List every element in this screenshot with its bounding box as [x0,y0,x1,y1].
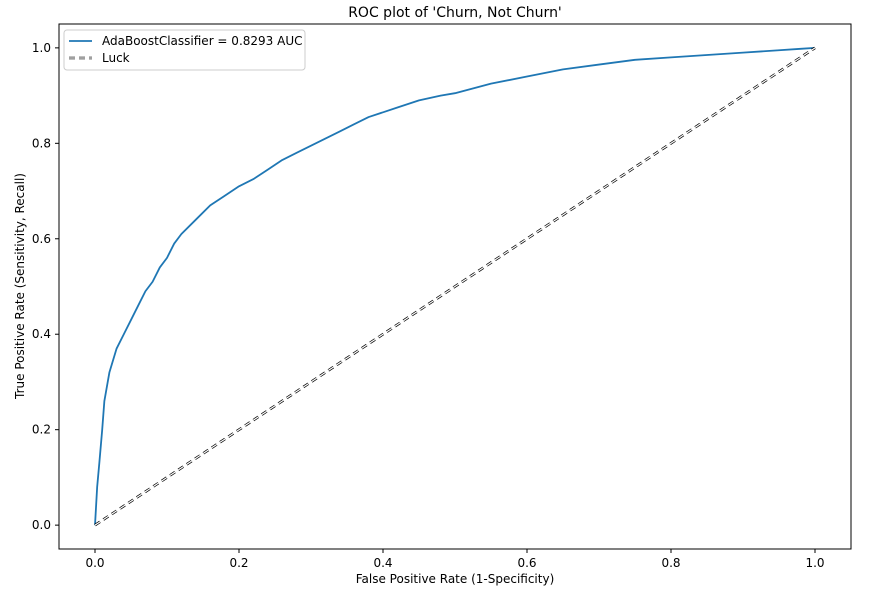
x-tick-label: 1.0 [805,556,824,570]
x-axis-label: False Positive Rate (1-Specificity) [356,572,555,586]
y-axis-label: True Positive Rate (Sensitivity, Recall) [13,173,27,400]
x-tick-label: 0.2 [229,556,248,570]
luck-line-inner [94,47,816,526]
legend-box [63,29,306,71]
plot-frame [58,23,852,550]
legend: AdaBoostClassifier = 0.8293 AUC Luck [63,29,306,71]
y-tick-label: 0.2 [32,423,51,437]
x-tick-label: 0.6 [517,556,536,570]
y-tick-label: 0.8 [32,136,51,150]
roc-curve-line [94,46,816,526]
chart-title: ROC plot of 'Churn, Not Churn' [348,5,562,21]
legend-label: Luck [102,51,130,65]
y-tick-label: 1.0 [32,41,51,55]
plot-area: 0.0 0.2 0.4 0.6 0.8 1.0 0.0 0.2 0.4 0.6 0.8 1.0 AdaB… [32,23,852,570]
y-tick-label: 0.0 [32,518,51,532]
legend-label: AdaBoostClassifier = 0.8293 AUC [102,34,302,48]
x-tick-label: 0.0 [85,556,104,570]
y-tick-label: 0.4 [32,327,51,341]
x-tick-label: 0.4 [373,556,392,570]
y-tick-label: 0.6 [32,232,51,246]
x-tick-label: 0.8 [661,556,680,570]
